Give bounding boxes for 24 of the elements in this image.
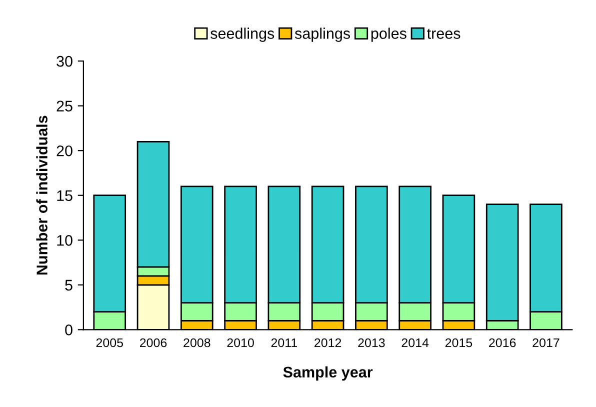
legend-label: saplings — [294, 28, 350, 42]
x-tick-label: 2015 — [445, 338, 472, 348]
x-tick-label: 2017 — [532, 338, 560, 348]
x-tick-label: 2010 — [227, 338, 254, 348]
y-tick-label: 0 — [65, 324, 72, 336]
x-axis-title: Sample year — [283, 366, 373, 381]
y-tick-label: 10 — [57, 235, 72, 246]
x-tick-label: 2008 — [184, 338, 210, 348]
legend-label: poles — [371, 28, 406, 42]
x-tick-label: 2013 — [358, 338, 385, 348]
legend-label: seedlings — [210, 28, 274, 42]
x-tick-label: 2016 — [489, 338, 516, 348]
legend-label: trees — [427, 28, 460, 39]
x-tick-label: 2005 — [96, 338, 124, 348]
y-tick-label: 30 — [56, 56, 72, 67]
x-tick-label: 2012 — [314, 338, 342, 348]
x-tick-label: 2006 — [140, 338, 167, 348]
y-tick-label: 25 — [56, 100, 72, 112]
x-tick-label: 2014 — [402, 338, 429, 348]
y-tick-label: 20 — [56, 145, 72, 156]
y-tick-label: 15 — [57, 190, 72, 202]
x-tick-label: 2011 — [271, 338, 297, 348]
y-axis-title: Number of individuals — [36, 116, 48, 275]
y-tick-label: 5 — [65, 280, 72, 291]
